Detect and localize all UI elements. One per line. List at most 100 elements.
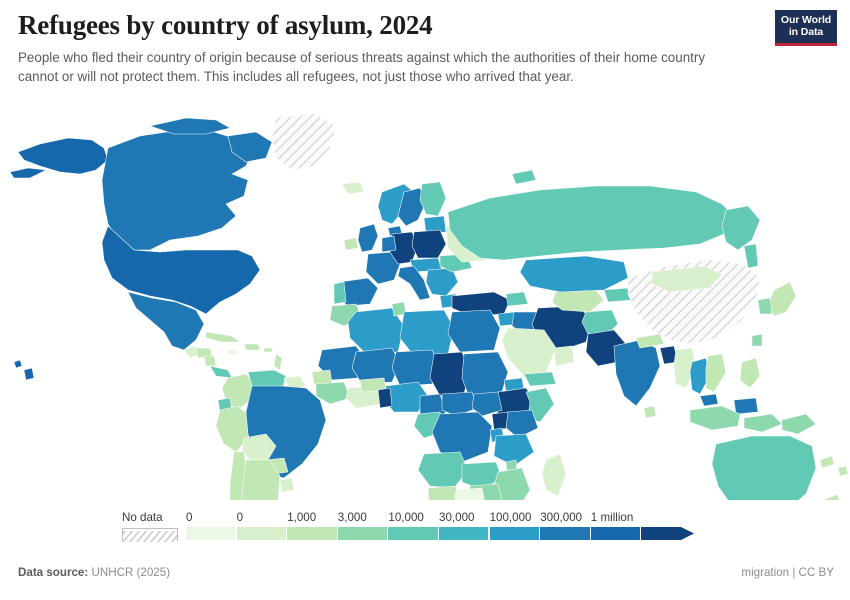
country-botswana[interactable] [454, 487, 486, 500]
country-niger[interactable] [391, 349, 441, 387]
country-novaya-zemlya[interactable] [511, 169, 537, 185]
country-india[interactable] [613, 339, 661, 407]
country-papua-new-guinea[interactable] [781, 413, 817, 435]
country-oman-uae[interactable] [553, 345, 575, 367]
country-philippines[interactable] [739, 357, 761, 389]
country-portugal[interactable] [333, 281, 347, 305]
country-guinea-sierraleone-liberia[interactable] [315, 381, 351, 405]
country-mali[interactable] [351, 347, 401, 385]
country-greenland[interactable] [271, 113, 337, 171]
country-baffin[interactable] [227, 131, 273, 163]
country-hispaniola[interactable] [243, 343, 261, 351]
world-map[interactable] [0, 100, 850, 500]
country-indonesia-east[interactable] [743, 413, 783, 433]
country-puerto-rico[interactable] [263, 347, 273, 353]
country-nepal-bhutan[interactable] [635, 333, 665, 349]
country-zambia[interactable] [461, 461, 503, 491]
country-new-zealand[interactable] [823, 493, 846, 500]
country-yemen[interactable] [523, 371, 557, 387]
world-map-svg[interactable] [0, 100, 850, 500]
country-argentina[interactable] [240, 459, 281, 500]
data-source-value: UNHCR (2025) [91, 566, 171, 579]
country-indonesia[interactable] [689, 405, 741, 431]
legend-band-2[interactable] [287, 527, 337, 540]
country-thailand[interactable] [689, 357, 711, 395]
country-australia[interactable] [711, 435, 817, 500]
country-georgia-armenia-azerbaijan[interactable] [505, 291, 529, 307]
license-note[interactable]: migration | CC BY [741, 566, 834, 579]
legend-ticks: 0 0 1,000 3,000 10,000 30,000 100,000 300,000 1 … [186, 511, 706, 527]
country-baltics[interactable] [423, 215, 447, 235]
owid-logo-line2: in Data [788, 25, 824, 38]
country-egypt[interactable] [447, 309, 501, 353]
legend-arrow-icon [681, 527, 695, 540]
legend-scale[interactable]: 0 0 1,000 3,000 10,000 30,000 100,000 300,000 1 … [186, 511, 706, 540]
country-angola[interactable] [417, 451, 469, 489]
country-south-sudan[interactable] [471, 391, 503, 417]
country-costa-rica-panama[interactable] [209, 365, 233, 379]
country-nicaragua[interactable] [203, 355, 217, 367]
country-korea[interactable] [757, 297, 773, 315]
country-finland[interactable] [419, 181, 447, 217]
country-fiji[interactable] [837, 465, 849, 477]
legend-band-7[interactable] [540, 527, 590, 540]
hatch-swatch-icon [114, 528, 184, 544]
country-netherlands-belgium[interactable] [381, 235, 397, 253]
legend-band-1[interactable] [236, 527, 286, 540]
country-russia[interactable] [447, 185, 737, 261]
country-vietnam-laos-cambodia[interactable] [705, 353, 727, 393]
country-benin-togo[interactable] [377, 387, 393, 409]
legend-tick-8: 1 million [590, 511, 634, 524]
country-madagascar[interactable] [541, 453, 567, 497]
country-tanzania[interactable] [493, 433, 535, 467]
country-mexico[interactable] [127, 291, 205, 351]
country-poland[interactable] [411, 229, 447, 259]
owid-logo[interactable]: Our World in Data [775, 10, 837, 46]
country-russia-far-east[interactable] [721, 205, 761, 251]
country-mongolia[interactable] [651, 265, 723, 293]
country-united-kingdom[interactable] [357, 223, 379, 253]
country-ireland[interactable] [343, 237, 359, 251]
legend-band-8[interactable] [590, 527, 641, 540]
country-new-caledonia[interactable] [819, 455, 835, 469]
country-italy[interactable] [397, 265, 431, 301]
legend-no-data[interactable]: No data [114, 511, 184, 544]
chart-subtitle: People who fled their country of origin … [18, 50, 706, 85]
country-aleutians[interactable] [9, 167, 47, 179]
country-kazakhstan[interactable] [519, 255, 629, 293]
country-iceland[interactable] [341, 181, 365, 195]
country-senegal-gambia[interactable] [311, 369, 333, 385]
country-lesser-antilles[interactable] [273, 353, 283, 371]
map-countries[interactable] [9, 113, 849, 500]
legend-band-6[interactable] [489, 527, 539, 540]
legend-band-9[interactable] [641, 527, 681, 540]
country-balkans[interactable] [425, 267, 459, 297]
country-peru[interactable] [215, 405, 253, 453]
country-namibia[interactable] [427, 485, 460, 500]
legend-color-bar[interactable] [186, 527, 695, 540]
country-canada-arctic[interactable] [149, 117, 231, 135]
legend-band-4[interactable] [388, 527, 438, 540]
country-jamaica[interactable] [227, 349, 239, 355]
country-hawaii[interactable] [13, 359, 35, 381]
legend-band-0[interactable] [186, 527, 236, 540]
country-united-states[interactable] [101, 225, 261, 315]
country-canada[interactable] [101, 129, 253, 251]
country-cuba[interactable] [205, 331, 241, 343]
country-libya[interactable] [399, 309, 455, 357]
country-malaysia[interactable] [699, 393, 759, 415]
country-car[interactable] [441, 391, 479, 417]
country-sri-lanka[interactable] [643, 405, 657, 419]
country-taiwan[interactable] [751, 333, 763, 347]
country-alaska[interactable] [17, 137, 109, 175]
country-kenya[interactable] [505, 409, 539, 439]
country-dr-congo[interactable] [431, 411, 493, 463]
country-sweden[interactable] [397, 187, 427, 227]
country-kamchatka[interactable] [743, 243, 759, 269]
legend-band-5[interactable] [439, 527, 489, 540]
country-uruguay[interactable] [279, 477, 295, 493]
country-japan[interactable] [767, 281, 797, 317]
legend-band-3[interactable] [337, 527, 388, 540]
legend-tick-6: 100,000 [489, 511, 532, 524]
